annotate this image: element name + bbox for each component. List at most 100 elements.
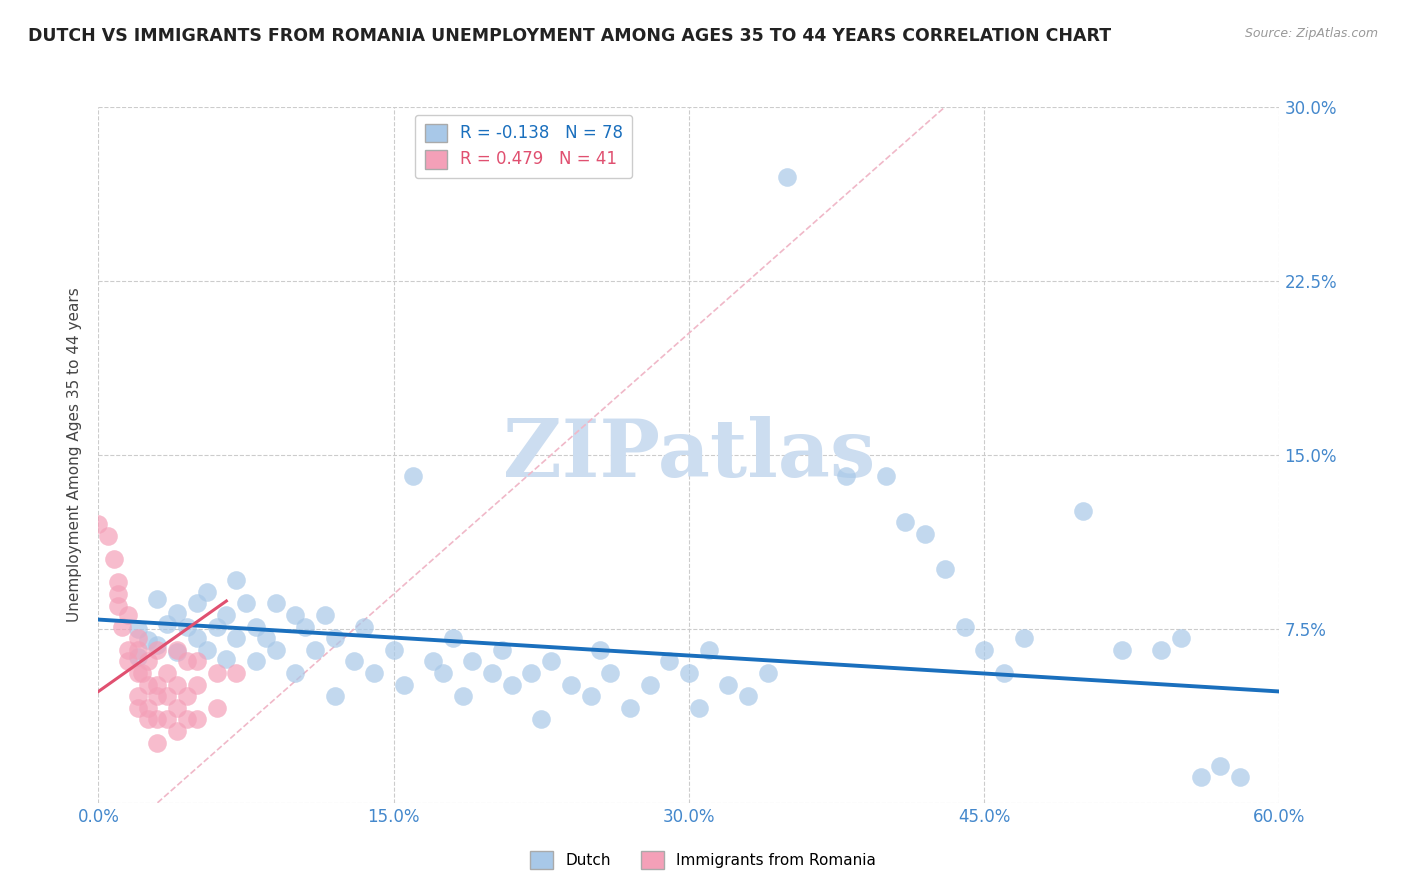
Text: DUTCH VS IMMIGRANTS FROM ROMANIA UNEMPLOYMENT AMONG AGES 35 TO 44 YEARS CORRELAT: DUTCH VS IMMIGRANTS FROM ROMANIA UNEMPLO…: [28, 27, 1111, 45]
Point: [136, 677, 159, 691]
Point: [402, 468, 425, 483]
Point: [284, 607, 307, 622]
Point: [934, 561, 956, 575]
Point: [117, 654, 139, 668]
Point: [176, 689, 198, 703]
Point: [323, 689, 346, 703]
Point: [215, 652, 238, 666]
Point: [87, 517, 110, 532]
Point: [1150, 642, 1173, 657]
Point: [127, 642, 149, 657]
Point: [127, 622, 149, 636]
Point: [894, 515, 917, 529]
Point: [491, 642, 513, 657]
Legend: Dutch, Immigrants from Romania: Dutch, Immigrants from Romania: [524, 845, 882, 875]
Point: [156, 712, 179, 726]
Point: [146, 677, 169, 691]
Point: [560, 677, 582, 691]
Point: [776, 169, 799, 184]
Point: [382, 642, 405, 657]
Point: [146, 591, 169, 606]
Point: [441, 631, 464, 645]
Point: [1189, 770, 1212, 784]
Point: [284, 665, 307, 680]
Point: [343, 654, 366, 668]
Point: [136, 712, 159, 726]
Point: [481, 665, 503, 680]
Point: [835, 468, 858, 483]
Point: [1170, 631, 1192, 645]
Point: [166, 606, 188, 620]
Point: [215, 607, 238, 622]
Point: [107, 587, 129, 601]
Point: [264, 642, 287, 657]
Point: [993, 665, 1015, 680]
Point: [156, 617, 179, 632]
Point: [392, 677, 415, 691]
Y-axis label: Unemployment Among Ages 35 to 44 years: Unemployment Among Ages 35 to 44 years: [67, 287, 83, 623]
Point: [107, 575, 129, 590]
Point: [195, 584, 218, 599]
Point: [166, 642, 188, 657]
Point: [186, 654, 208, 668]
Legend: R = -0.138   N = 78, R = 0.479   N = 41: R = -0.138 N = 78, R = 0.479 N = 41: [415, 115, 631, 178]
Point: [176, 654, 198, 668]
Point: [599, 665, 621, 680]
Point: [166, 723, 188, 738]
Point: [225, 665, 247, 680]
Point: [186, 712, 208, 726]
Point: [323, 631, 346, 645]
Point: [589, 642, 612, 657]
Point: [225, 573, 247, 587]
Point: [103, 552, 125, 566]
Point: [195, 642, 218, 657]
Point: [186, 677, 208, 691]
Point: [146, 689, 169, 703]
Point: [432, 665, 454, 680]
Point: [156, 689, 179, 703]
Point: [176, 712, 198, 726]
Point: [363, 665, 385, 680]
Point: [97, 529, 120, 543]
Point: [530, 712, 553, 726]
Point: [875, 468, 897, 483]
Point: [304, 642, 326, 657]
Point: [451, 689, 474, 703]
Point: [658, 654, 681, 668]
Text: ZIPatlas: ZIPatlas: [503, 416, 875, 494]
Point: [540, 654, 562, 668]
Point: [117, 642, 139, 657]
Point: [136, 633, 159, 648]
Point: [127, 631, 149, 645]
Point: [314, 607, 336, 622]
Point: [422, 654, 444, 668]
Point: [520, 665, 543, 680]
Point: [205, 665, 228, 680]
Point: [156, 665, 179, 680]
Point: [146, 735, 169, 749]
Point: [136, 654, 159, 668]
Text: Source: ZipAtlas.com: Source: ZipAtlas.com: [1244, 27, 1378, 40]
Point: [127, 700, 149, 714]
Point: [146, 712, 169, 726]
Point: [619, 700, 641, 714]
Point: [146, 638, 169, 652]
Point: [127, 649, 149, 664]
Point: [186, 596, 208, 610]
Point: [953, 619, 976, 633]
Point: [205, 700, 228, 714]
Point: [166, 645, 188, 659]
Point: [1229, 770, 1251, 784]
Point: [697, 642, 720, 657]
Point: [111, 619, 134, 633]
Point: [737, 689, 759, 703]
Point: [717, 677, 740, 691]
Point: [353, 619, 375, 633]
Point: [973, 642, 995, 657]
Point: [1209, 758, 1232, 772]
Point: [235, 596, 257, 610]
Point: [1071, 503, 1094, 517]
Point: [117, 607, 139, 622]
Point: [186, 631, 208, 645]
Point: [176, 619, 198, 633]
